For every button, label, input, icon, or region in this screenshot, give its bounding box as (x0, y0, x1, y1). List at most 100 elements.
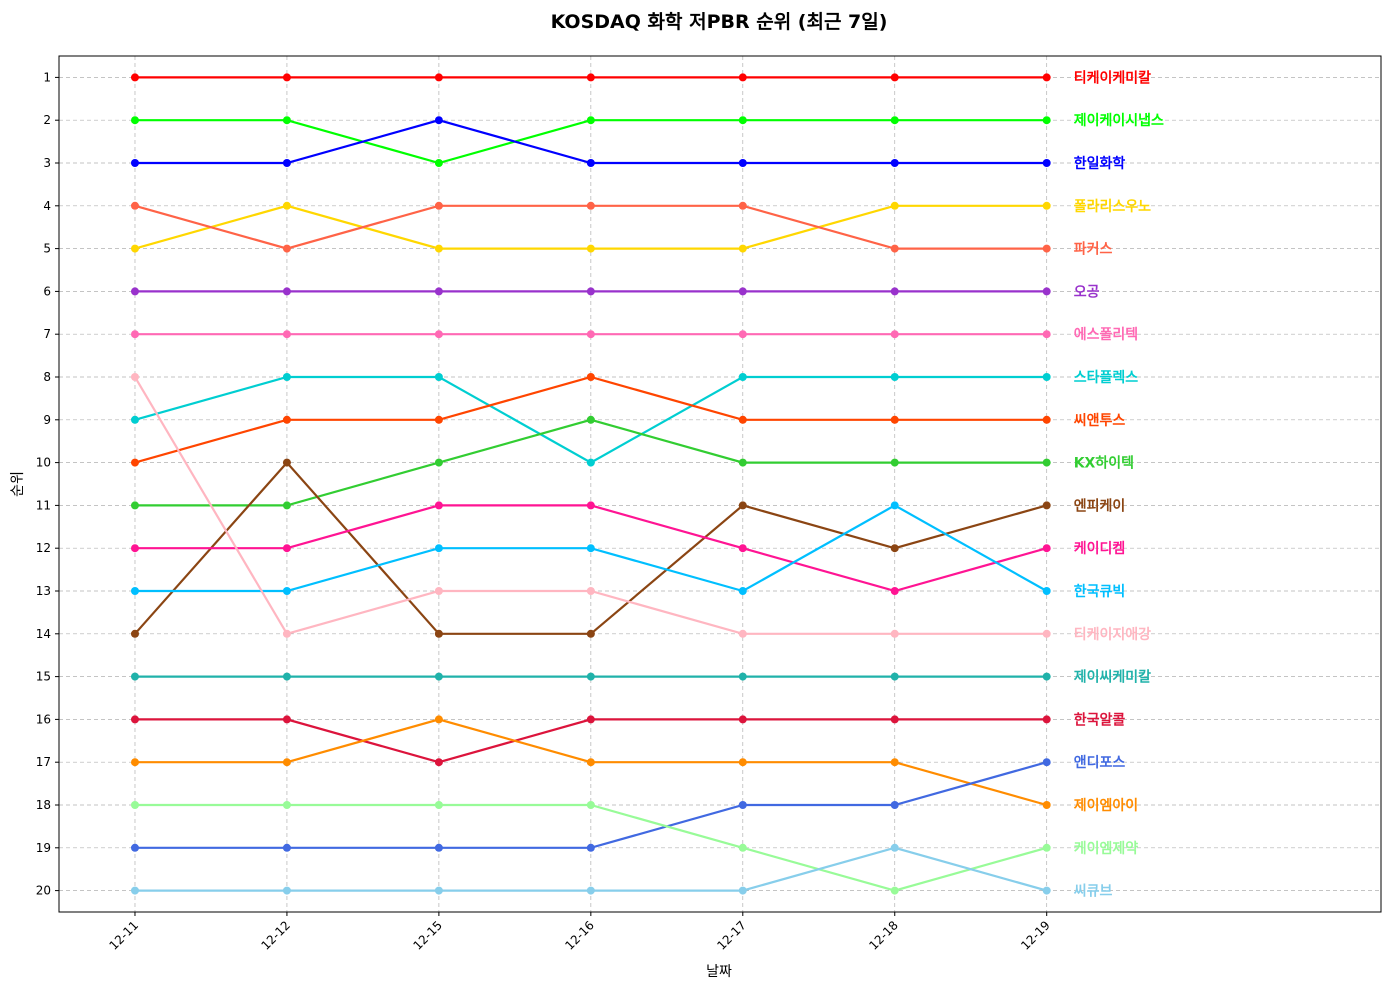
y-tick-label: 20 (36, 884, 51, 898)
series-18 (130, 801, 1051, 895)
series-8 (130, 373, 1051, 467)
data-point (434, 886, 443, 895)
data-point (890, 415, 899, 424)
data-point (282, 330, 291, 339)
series-end-label: 케이엠제약 (1074, 840, 1139, 857)
series-end-label: 케이디켐 (1074, 540, 1126, 557)
data-point (1042, 244, 1051, 253)
data-point (282, 458, 291, 467)
data-point (1042, 201, 1051, 210)
data-point (1042, 415, 1051, 424)
data-point (738, 801, 747, 809)
data-point (890, 458, 899, 467)
data-point (434, 415, 443, 424)
data-point (1042, 672, 1051, 681)
data-point (1042, 373, 1051, 381)
series-end-label: 한국큐빅 (1074, 583, 1126, 600)
data-point (738, 458, 747, 467)
data-point (738, 501, 747, 510)
data-point (130, 629, 139, 638)
series-end-labels: 티케이케미칼제이케이시냅스한일화학폴라리스우노파커스오공에스폴리텍스타플렉스씨앤… (1074, 69, 1164, 899)
series-19 (130, 843, 1051, 895)
series-16 (130, 715, 1051, 809)
data-point (1042, 544, 1051, 553)
data-point (738, 843, 747, 852)
series-4 (130, 201, 1051, 253)
series-0 (130, 73, 1051, 82)
data-point (1042, 116, 1051, 125)
data-point (586, 116, 595, 125)
data-point (586, 501, 595, 510)
series-5 (130, 287, 1051, 296)
data-point (890, 373, 899, 381)
data-point (890, 159, 899, 167)
series-line (134, 718, 1047, 764)
x-tick-label: 12-19 (1018, 918, 1053, 953)
data-point (1042, 287, 1051, 296)
series-end-label: 스타플렉스 (1074, 369, 1139, 386)
series-end-label: 한국알콜 (1074, 712, 1126, 728)
data-point (586, 843, 595, 852)
data-point (1042, 501, 1051, 510)
y-tick-label: 6 (43, 284, 51, 298)
data-point (282, 672, 291, 681)
y-tick-label: 4 (43, 199, 51, 213)
data-point (586, 244, 595, 253)
y-tick-label: 16 (36, 712, 51, 726)
data-point (434, 116, 443, 125)
data-point (586, 629, 595, 638)
data-point (130, 672, 139, 681)
data-point (130, 758, 139, 767)
data-point (434, 373, 443, 381)
data-point (890, 629, 899, 638)
data-point (434, 458, 443, 467)
data-point (586, 330, 595, 339)
data-point (890, 544, 899, 553)
data-point (890, 672, 899, 681)
data-point (890, 501, 899, 510)
data-point (130, 244, 139, 253)
series-1 (130, 116, 1051, 167)
data-point (282, 287, 291, 296)
data-point (130, 587, 139, 595)
data-point (130, 458, 139, 467)
data-point (890, 330, 899, 339)
data-point (738, 373, 747, 381)
data-point (738, 587, 747, 595)
y-tick-label: 10 (36, 456, 51, 470)
data-point (586, 373, 595, 381)
series-3 (130, 201, 1051, 253)
data-point (586, 201, 595, 210)
data-point (738, 159, 747, 167)
x-axis-label: 날짜 (706, 964, 732, 980)
data-point (282, 116, 291, 125)
data-point (586, 287, 595, 296)
data-point (890, 715, 899, 724)
data-point (890, 244, 899, 253)
data-point (282, 159, 291, 167)
data-point (890, 843, 899, 852)
data-point (1042, 886, 1051, 895)
series-end-label: 제이케이시냅스 (1074, 112, 1164, 129)
series-13 (130, 373, 1051, 638)
y-tick-label: 2 (43, 113, 51, 127)
x-tick-label: 12-16 (562, 918, 597, 953)
chart-title: KOSDAQ 화학 저PBR 순위 (최근 7일) (551, 11, 888, 33)
x-tick-label: 12-11 (107, 918, 142, 953)
data-point (1042, 587, 1051, 595)
series-12 (130, 501, 1051, 595)
data-point (1042, 458, 1051, 467)
series-10 (130, 458, 1051, 638)
series-end-label: 티케이케미칼 (1074, 69, 1151, 86)
y-tick-label: 14 (36, 627, 51, 641)
data-point (434, 330, 443, 339)
series-end-label: 에스폴리텍 (1074, 326, 1138, 343)
data-point (586, 458, 595, 467)
data-point (130, 886, 139, 895)
y-tick-label: 15 (36, 670, 51, 684)
data-point (738, 758, 747, 767)
data-point (130, 415, 139, 424)
y-tick-label: 13 (36, 584, 51, 598)
data-point (1042, 629, 1051, 638)
